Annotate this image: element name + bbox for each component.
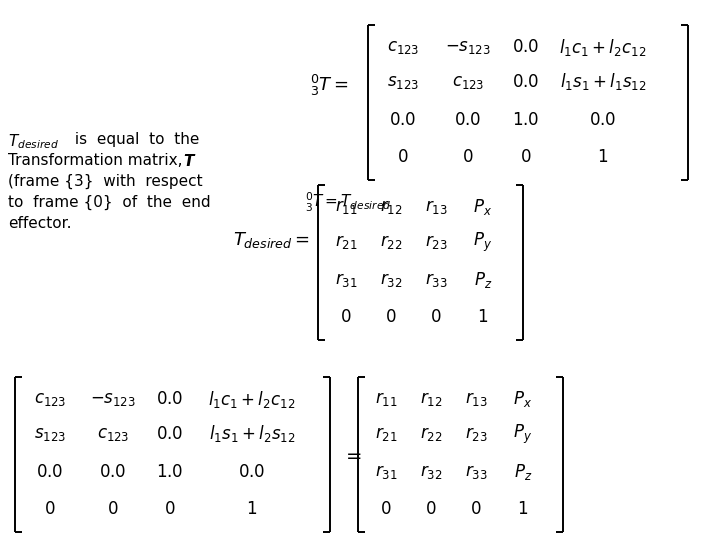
Text: $0.0$: $0.0$ [513,38,540,56]
Text: $r_{12}$: $r_{12}$ [379,198,402,216]
Text: effector.: effector. [8,216,71,231]
Text: $s_{123}$: $s_{123}$ [387,73,419,91]
Text: Transformation matrix,: Transformation matrix, [8,153,182,168]
Text: $P_x$: $P_x$ [474,197,492,217]
Text: $^{0}_{3}T=$: $^{0}_{3}T=$ [310,72,348,98]
Text: $s_{123}$: $s_{123}$ [34,425,66,443]
Text: $0.0$: $0.0$ [156,390,184,408]
Text: $r_{21}$: $r_{21}$ [335,233,357,251]
Text: $0$: $0$ [164,500,176,518]
Text: $0$: $0$ [44,500,55,518]
Text: to  frame {0}  of  the  end: to frame {0} of the end [8,195,211,210]
Text: $r_{23}$: $r_{23}$ [425,233,447,251]
Text: $P_z$: $P_z$ [474,270,492,290]
Text: $r_{13}$: $r_{13}$ [425,198,447,216]
Text: $P_y$: $P_y$ [513,422,533,446]
Text: $1.0$: $1.0$ [513,111,540,129]
Text: $0.0$: $0.0$ [454,111,482,129]
Text: $\boldsymbol{T}$: $\boldsymbol{T}$ [183,153,197,169]
Text: $r_{31}$: $r_{31}$ [335,271,357,289]
Text: $0$: $0$ [462,148,474,166]
Text: $l_1c_1+l_2c_{12}$: $l_1c_1+l_2c_{12}$ [208,388,296,409]
Text: $l_1s_1+l_1s_{12}$: $l_1s_1+l_1s_{12}$ [560,71,646,92]
Text: $c_{123}$: $c_{123}$ [96,425,129,443]
Text: $P_y$: $P_y$ [474,231,492,254]
Text: $=$: $=$ [342,445,362,464]
Text: $0.0$: $0.0$ [513,73,540,91]
Text: $0$: $0$ [341,308,352,326]
Text: $r_{12}$: $r_{12}$ [420,390,442,408]
Text: $r_{33}$: $r_{33}$ [425,271,447,289]
Text: $c_{123}$: $c_{123}$ [34,390,66,408]
Text: $-s_{123}$: $-s_{123}$ [445,38,491,56]
Text: $0$: $0$ [470,500,482,518]
Text: $P_z$: $P_z$ [514,462,532,482]
Text: is  equal  to  the: is equal to the [70,132,199,147]
Text: $0$: $0$ [426,500,437,518]
Text: $0.0$: $0.0$ [99,463,127,481]
Text: $0.0$: $0.0$ [390,111,417,129]
Text: $0.0$: $0.0$ [36,463,63,481]
Text: $^{0}_{3}T = T_{desired}$: $^{0}_{3}T = T_{desired}$ [305,191,392,214]
Text: $0$: $0$ [107,500,119,518]
Text: $-s_{123}$: $-s_{123}$ [90,390,136,408]
Text: $r_{21}$: $r_{21}$ [374,425,397,443]
Text: $P_x$: $P_x$ [513,389,533,409]
Text: $r_{32}$: $r_{32}$ [420,463,442,481]
Text: $0$: $0$ [397,148,409,166]
Text: (frame {3}  with  respect: (frame {3} with respect [8,174,202,189]
Text: $T_{desired}$: $T_{desired}$ [8,132,59,151]
Text: $r_{33}$: $r_{33}$ [464,463,487,481]
Text: $1$: $1$ [246,500,258,518]
Text: $r_{11}$: $r_{11}$ [335,198,357,216]
Text: $1.0$: $1.0$ [156,463,184,481]
Text: $r_{22}$: $r_{22}$ [379,233,402,251]
Text: $0.0$: $0.0$ [590,111,616,129]
Text: $0$: $0$ [521,148,532,166]
Text: $0.0$: $0.0$ [238,463,266,481]
Text: $r_{31}$: $r_{31}$ [374,463,397,481]
Text: $l_1c_1+l_2c_{12}$: $l_1c_1+l_2c_{12}$ [559,37,647,57]
Text: $r_{22}$: $r_{22}$ [420,425,442,443]
Text: $0$: $0$ [380,500,392,518]
Text: $c_{123}$: $c_{123}$ [451,73,485,91]
Text: $r_{32}$: $r_{32}$ [379,271,402,289]
Text: $1$: $1$ [518,500,528,518]
Text: $1$: $1$ [598,148,608,166]
Text: $T_{desired}=$: $T_{desired}=$ [233,230,310,250]
Text: $r_{23}$: $r_{23}$ [464,425,487,443]
Text: $0$: $0$ [385,308,397,326]
Text: $c_{123}$: $c_{123}$ [387,38,419,56]
Text: $r_{11}$: $r_{11}$ [374,390,397,408]
Text: $0.0$: $0.0$ [156,425,184,443]
Text: $r_{13}$: $r_{13}$ [464,390,487,408]
Text: $1$: $1$ [477,308,489,326]
Text: $l_1s_1+l_2s_{12}$: $l_1s_1+l_2s_{12}$ [209,423,295,444]
Text: $0$: $0$ [431,308,442,326]
